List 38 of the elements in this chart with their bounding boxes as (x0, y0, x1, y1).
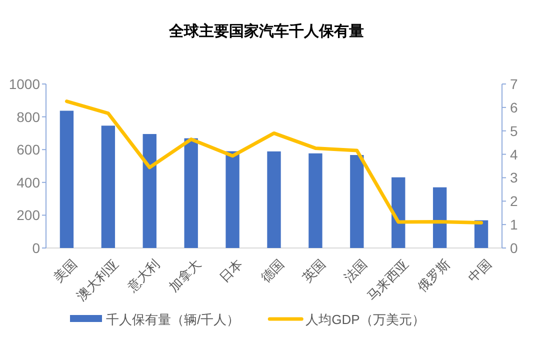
y2-tick-label: 7 (510, 76, 518, 92)
bar (142, 134, 156, 248)
x-tick-label: 英国 (299, 256, 328, 286)
bar (184, 138, 198, 248)
y2-tick-label: 2 (510, 193, 518, 210)
line-series (64, 100, 484, 224)
bar (392, 177, 406, 248)
bar (474, 220, 488, 248)
bar (432, 187, 447, 248)
y2-tick-label: 1 (510, 216, 518, 233)
y-tick-label: 200 (16, 207, 40, 224)
x-tick-label: 美国 (50, 256, 80, 286)
bar (226, 151, 240, 248)
x-tick-label: 意大利 (124, 256, 163, 296)
x-tick-label: 日本 (216, 256, 246, 286)
bar (267, 151, 281, 248)
y2-tick-label: 5 (510, 122, 518, 139)
chart-title: 全球主要国家汽车千人保有量 (168, 22, 364, 40)
bar (350, 155, 364, 248)
x-tick-label: 俄罗斯 (414, 256, 453, 294)
y-tick-label: 1000 (8, 76, 40, 92)
x-tick-label: 中国 (465, 256, 494, 286)
x-tick-label: 加拿大 (166, 256, 204, 294)
x-tick-label: 德国 (258, 256, 287, 286)
y2-tick-label: 4 (510, 146, 518, 162)
x-tick-label: 法国 (340, 256, 370, 286)
y2-tick-label: 3 (510, 170, 518, 186)
y-tick-label: 800 (16, 108, 40, 125)
bar (101, 126, 116, 248)
legend-label: 千人保有量（辆/千人） (106, 312, 240, 327)
legend-label: 人均GDP（万美元） (306, 312, 425, 327)
y2-tick-label: 0 (510, 240, 518, 256)
y-tick-label: 400 (16, 174, 40, 190)
y-tick-label: 0 (32, 240, 40, 256)
bar (60, 110, 74, 248)
bar (308, 153, 322, 248)
y-tick-label: 600 (16, 142, 40, 158)
y2-tick-label: 6 (510, 99, 518, 116)
